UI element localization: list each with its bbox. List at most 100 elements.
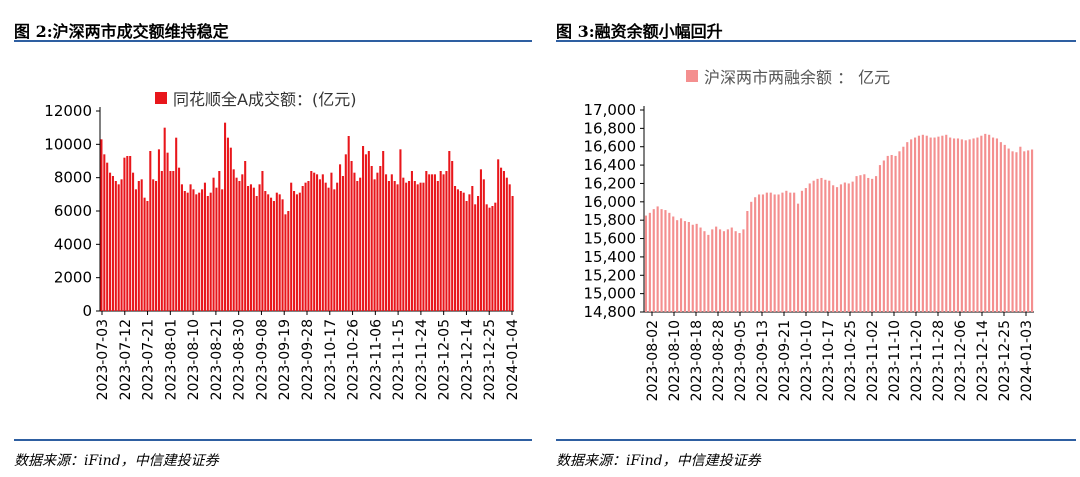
bar <box>468 194 471 311</box>
bar <box>370 166 373 311</box>
bar <box>140 179 143 311</box>
y-tick-label: 17,000 <box>584 101 637 119</box>
bar <box>482 179 485 311</box>
bar <box>405 182 408 311</box>
bar <box>511 196 514 311</box>
x-tick-label: 2023-12-25 <box>482 319 498 400</box>
x-tick-label: 2023-10-25 <box>843 320 859 401</box>
y-tick-label: 15,400 <box>584 248 637 266</box>
bar <box>132 172 135 311</box>
bar <box>789 192 792 312</box>
bar <box>773 194 776 312</box>
bar <box>157 149 160 311</box>
bar <box>160 171 163 311</box>
bar <box>793 192 796 312</box>
bar <box>711 229 714 312</box>
bar <box>155 181 158 311</box>
bar <box>867 177 870 312</box>
x-tick-label: 2023-11-28 <box>931 320 947 401</box>
bar <box>439 171 442 311</box>
bar <box>910 139 913 312</box>
bar <box>359 177 362 311</box>
source-rule <box>556 439 1076 441</box>
bar <box>442 174 445 311</box>
bar <box>459 191 462 311</box>
bar <box>221 189 224 311</box>
bar <box>722 231 726 312</box>
bar <box>252 187 255 311</box>
bar <box>730 227 733 312</box>
bar <box>859 175 862 312</box>
bar <box>419 182 422 311</box>
bar <box>396 184 399 311</box>
bar <box>796 203 800 312</box>
bar <box>241 174 244 311</box>
y-tick-label: 8000 <box>54 169 92 187</box>
bar <box>180 184 183 311</box>
bar <box>785 190 788 312</box>
margin-balance-chart: 14,80015,00015,20015,40015,60015,80016,0… <box>584 101 1036 401</box>
bar <box>956 138 960 312</box>
bar <box>186 192 189 311</box>
x-tick-label: 2023-12-05 <box>437 319 453 400</box>
bar <box>218 171 221 311</box>
bar <box>100 139 103 311</box>
x-tick-label: 2023-09-19 <box>277 319 293 400</box>
bar <box>508 184 511 311</box>
turnover-legend-label: 同花顺全A成交额：(亿元) <box>173 90 357 109</box>
bar <box>1015 152 1018 312</box>
bar <box>270 197 273 311</box>
x-tick-label: 2023-10-10 <box>799 320 815 401</box>
bar <box>882 160 885 312</box>
bar <box>336 182 339 311</box>
bar <box>479 169 482 311</box>
title-rule <box>556 40 1076 42</box>
title-rule <box>14 40 532 42</box>
bar <box>290 182 293 311</box>
bar <box>660 209 663 312</box>
x-tick-label: 2023-10-26 <box>346 319 362 400</box>
x-tick-label: 2023-12-14 <box>459 319 475 400</box>
bar <box>921 134 924 312</box>
x-tick-label: 2023-11-24 <box>414 319 430 400</box>
x-tick-label: 2023-09-05 <box>733 320 749 401</box>
turnover-source-note: 数据来源：iFind，中信建投证券 <box>14 453 219 469</box>
bar <box>500 167 503 311</box>
bar <box>824 179 827 312</box>
bar <box>906 142 909 312</box>
bar <box>812 180 815 312</box>
bar <box>456 189 459 311</box>
bar <box>804 188 807 312</box>
bar <box>995 138 999 312</box>
x-tick-label: 2024-01-03 <box>1019 320 1035 401</box>
y-tick-label: 14,800 <box>584 303 637 321</box>
y-tick-label: 16,400 <box>584 156 637 174</box>
bar <box>123 157 126 311</box>
bar <box>754 197 757 312</box>
y-tick-label: 15,200 <box>584 266 637 284</box>
y-tick-label: 15,800 <box>584 211 637 229</box>
bar <box>422 182 425 311</box>
bar <box>644 215 648 312</box>
y-tick-label: 16,600 <box>584 138 637 156</box>
y-tick-label: 16,200 <box>584 174 637 192</box>
bar <box>746 211 749 312</box>
bar <box>777 194 780 312</box>
bar <box>304 182 307 311</box>
y-tick-label: 16,800 <box>584 119 637 137</box>
bar <box>163 127 166 311</box>
x-tick-label: 2023-08-30 <box>232 319 248 400</box>
bar <box>757 194 761 312</box>
bar <box>247 186 250 311</box>
x-tick-label: 2023-08-18 <box>689 320 705 401</box>
x-tick-label: 2023-07-21 <box>141 319 157 400</box>
bar <box>109 172 112 311</box>
bar <box>264 191 267 311</box>
bar <box>347 136 350 311</box>
bar <box>255 196 258 311</box>
bar <box>244 161 247 311</box>
bar <box>707 234 710 312</box>
y-tick-label: 12000 <box>44 102 92 120</box>
bar <box>454 186 457 311</box>
bar <box>448 151 451 311</box>
